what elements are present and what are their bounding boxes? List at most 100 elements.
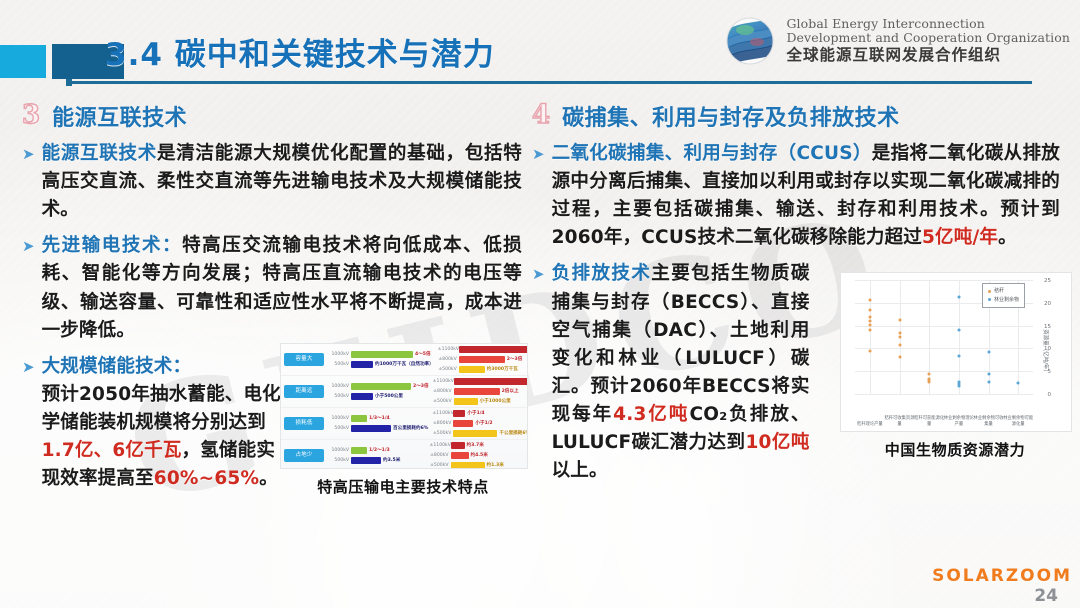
chart-data-point [927, 377, 931, 381]
uhv-row: 距离远 1000kV 2～3倍 500kV 小于500公里 ±1100kV4～5倍 ±800… [281, 376, 527, 408]
chart-data-point [957, 380, 961, 384]
chart-y-tick: 20 [1044, 300, 1051, 307]
uhv-voltage-label: 1000kV [331, 351, 350, 357]
chart-data-point [868, 319, 872, 323]
uhv-bar-note: 百公里损耗约6% [393, 426, 429, 432]
uhv-voltage-label: 1000kV [331, 447, 350, 453]
chart-data-point [868, 323, 872, 327]
uhv-bar-line: 1000kV 1/2～1/3 [330, 446, 426, 454]
storage-bullet-with-figure: 容量大1000kV4～5倍500kV约1000万千瓦（自然功率）±1100kV4… [22, 342, 528, 496]
uhv-ac-half: 1000kV 1/3～1/4 500kV 百公里损耗约6% [328, 414, 430, 432]
uhv-row-tag: 距离远 [284, 384, 324, 398]
chart-plot-area [855, 280, 1033, 395]
uhv-voltage-label: ±1100kV [437, 346, 460, 352]
chart-legend-label: 林业剩余物 [993, 296, 1019, 303]
uhv-voltage-label: ±500kV [438, 366, 457, 372]
uhv-bar [458, 345, 527, 353]
uhv-figure-panel: 容量大1000kV4～5倍500kV约1000万千瓦（自然功率）±1100kV4… [280, 342, 528, 469]
bullet-lead-1: 能源互联技术 [41, 143, 158, 164]
chart-data-point [898, 335, 901, 339]
uhv-voltage-label: ±800kV [430, 452, 449, 458]
uhv-bar-note: 约1000万千瓦（自然功率） [375, 362, 434, 368]
biomass-figure: 秸秆 林业剩余物 资源量（亿吨/年） 0 5 10 15 20 25 秸秆理论产量 秸秆可收集… [840, 272, 1072, 460]
uhv-bar-line: 500kV 约1000万千瓦（自然功率） [330, 360, 434, 368]
uhv-voltage-label: ±500kV [430, 462, 449, 468]
uhv-bar [351, 456, 381, 464]
uhv-voltage-label: 500kV [334, 457, 349, 463]
uhv-ac-half: 1000kV 1/2～1/3 500kV 约3.5米 [328, 446, 428, 464]
chart-data-point [898, 318, 901, 322]
chart-x-tick: 秸秆可收集资源量 [884, 416, 915, 427]
uhv-figure-caption: 特高压输电主要技术特点 [317, 477, 489, 496]
uhv-bar [453, 419, 474, 427]
uhv-voltage-label: 1000kV [331, 383, 350, 389]
chart-gridline-v [958, 281, 960, 395]
bullet-body-3b: ，氢储能实现效率提高至 [41, 440, 276, 490]
chart-x-tick: 林业剩余物可能源化量 [1003, 416, 1034, 427]
uhv-bar-line: ±500kV 千公里损耗6% [432, 429, 527, 437]
chart-data-point [987, 350, 990, 354]
uhv-voltage-label: ±500kV [432, 430, 452, 436]
chart-data-point [898, 355, 901, 359]
uhv-row: 损耗低 1000kV 1/3～1/4 500kV 百公里损耗约6% ±1100kV 小于1/… [281, 408, 527, 440]
chart-data-point [868, 315, 872, 319]
uhv-row: 占地少 1000kV 1/2～1/3 500kV 约3.5米 ±1100kV 约3.7米 ±8… [281, 440, 528, 468]
uhv-bar-note: 小于1/2 [475, 421, 493, 427]
slide-header: 3.4 碳中和关键技术与潜力 [0, 0, 1080, 92]
uhv-voltage-label: 500kV [334, 425, 349, 431]
bullet-large-scale-storage: ➤ 大规模储能技术： 预计2050年抽水蓄能、电化学储能装机规模将分别达到 1.7… [22, 353, 522, 494]
uhv-bar-note: 小于1/4 [467, 411, 485, 417]
chart-data-point [868, 298, 872, 302]
section-title-ccus: 碳捕集、利用与封存及负排放技术 [562, 106, 900, 131]
bullet-highlight-3a: 1.7亿、6亿千瓦 [41, 440, 182, 462]
bullet-energy-interconnection: ➤ 能源互联技术是清洁能源大规模优化配置的基础，包括特高压交直流、柔性交直流等先… [22, 140, 522, 224]
bullet-body-1: 是清洁能源大规模优化配置的基础，包括特高压交直流、柔性交直流等先进输电技术及大规… [41, 143, 522, 221]
uhv-row: 容量大1000kV4～5倍500kV约1000万千瓦（自然功率）±1100kV4… [281, 344, 527, 376]
bullet-arrow-icon: ➤ [22, 145, 35, 163]
chart-data-point [927, 380, 931, 384]
bullet-lead-neg: 负排放技术 [551, 263, 652, 285]
chart-data-point [957, 328, 961, 332]
uhv-bar [450, 461, 485, 468]
left-column: 3 能源互联技术 ➤ 能源互联技术是清洁能源大规模优化配置的基础，包括特高压交直… [21, 100, 528, 496]
chart-legend-marker [987, 298, 991, 302]
uhv-dc-half: ±1100kV 约3.7米 ±800kV 约4.5米 ±500kV 约1.3米 [428, 441, 528, 468]
uhv-bar-note: 小于1000公里 [479, 399, 511, 405]
uhv-bar-note: 约3.5米 [383, 458, 401, 464]
bullet-highlight-neg-b: 10亿吨 [745, 432, 810, 454]
biomass-scatter-chart: 秸秆 林业剩余物 资源量（亿吨/年） 0 5 10 15 20 25 秸秆理论产量 秸秆可收集… [840, 272, 1072, 432]
chart-gridline-v [988, 281, 990, 395]
bullet-body-ccus-a: 是指将二氧化碳从排放源中分离后捕集、直接加以利用或封存以实现二氧化碳减排的过程，… [551, 143, 1060, 249]
chart-x-tick: 林业剩余物理论产量 [943, 416, 974, 427]
uhv-voltage-label: ±1100kV [432, 410, 454, 416]
section-title-energy-interconnection: 能源互联技术 [52, 106, 188, 131]
uhv-bar [351, 360, 373, 368]
uhv-bar-note: 1/2～1/3 [369, 448, 390, 454]
bullet-arrow-icon: ➤ [532, 145, 545, 163]
uhv-voltage-label: ±1100kV [429, 442, 451, 448]
uhv-bar [351, 350, 413, 358]
uhv-bar-line: ±1100kV4～5倍 [437, 345, 527, 353]
uhv-bar-note: 2～3倍 [506, 357, 523, 363]
uhv-bar-line: 500kV 百公里损耗约6% [330, 424, 429, 432]
chart-data-point [898, 331, 901, 335]
uhv-bar-line: 1000kV 4～5倍 [330, 350, 434, 358]
uhv-voltage-label: 1000kV [331, 415, 350, 421]
bullet-highlight-3b: 60%~65% [153, 468, 260, 490]
bullet-body-3a: 预计2050年抽水蓄能、电化学储能装机规模将分别达到 [41, 383, 281, 433]
uhv-bar [351, 382, 411, 390]
uhv-bar-line: 1000kV 2～3倍 [330, 382, 429, 390]
uhv-bar [453, 409, 466, 417]
uhv-voltage-label: 500kV [334, 393, 349, 399]
uhv-ac-half: 1000kV 2～3倍 500kV 小于500公里 [328, 382, 431, 400]
chart-gridline-h [855, 348, 1033, 350]
right-column: 4 碳捕集、利用与封存及负排放技术 ➤ 二氧化碳捕集、利用与封存（CCUS）是指… [531, 100, 1060, 485]
uhv-bar-line: ±800kV 2倍以上 [433, 387, 527, 395]
header-accent-square-cyan [0, 45, 46, 78]
chart-gridline-h [855, 302, 1033, 304]
chart-y-tick: 25 [1044, 278, 1051, 284]
uhv-dc-half: ±1100kV4～5倍 ±800kV 2倍以上 ±500kV 小于1000公里 [431, 377, 527, 405]
uhv-bar-line: ±800kV 约4.5米 [430, 451, 526, 459]
chart-data-point [868, 328, 872, 332]
header-accent-square-blue [52, 44, 124, 79]
